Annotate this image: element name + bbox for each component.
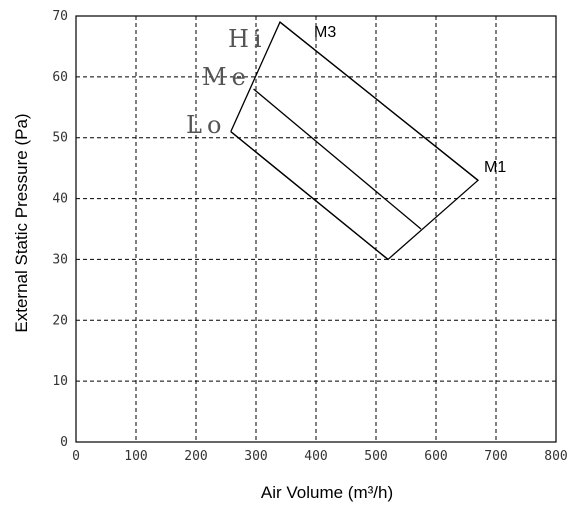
curve-hi — [279, 21, 479, 181]
curve-label-me: Me — [202, 63, 251, 91]
x-tick-label: 800 — [544, 449, 567, 464]
x-tick-label: 500 — [364, 449, 387, 464]
y-tick-label: 30 — [52, 252, 68, 267]
y-tick-label: 70 — [52, 9, 68, 24]
operating-range — [230, 21, 480, 261]
x-tick-label: 600 — [424, 449, 447, 464]
y-tick-label: 0 — [60, 435, 68, 450]
curve-me — [253, 88, 422, 230]
y-tick-label: 10 — [52, 374, 68, 389]
x-tick-label: 100 — [124, 449, 147, 464]
x-tick-label: 700 — [484, 449, 507, 464]
y-tick-label: 40 — [52, 192, 68, 207]
plot-frame — [75, 15, 557, 443]
grid-lines — [76, 16, 556, 442]
curve-label-m1: M1 — [484, 159, 506, 176]
y-tick-label: 20 — [52, 313, 68, 328]
curve-label-m3: M3 — [314, 24, 336, 41]
curve-label-hi: Hi — [228, 25, 267, 53]
x-tick-label: 300 — [244, 449, 267, 464]
y-tick-label: 60 — [52, 70, 68, 85]
x-tick-label: 200 — [184, 449, 207, 464]
x-tick-label: 0 — [72, 449, 80, 464]
tick-labels: 0 100 200 300 400 500 600 700 800 0 10 20 30 40 50 60 70 — [52, 9, 567, 464]
curve-label-lo: Lo — [186, 111, 226, 139]
curve-labels: Hi Me Lo M3 M1 — [186, 24, 506, 176]
operating-range-boundary — [230, 21, 480, 261]
y-axis-title: External Static Pressure (Pa) — [12, 113, 31, 332]
y-tick-label: 50 — [52, 131, 68, 146]
x-tick-label: 400 — [304, 449, 327, 464]
x-axis-title: Air Volume (m³/h) — [261, 483, 393, 502]
curve-lo — [230, 131, 389, 260]
